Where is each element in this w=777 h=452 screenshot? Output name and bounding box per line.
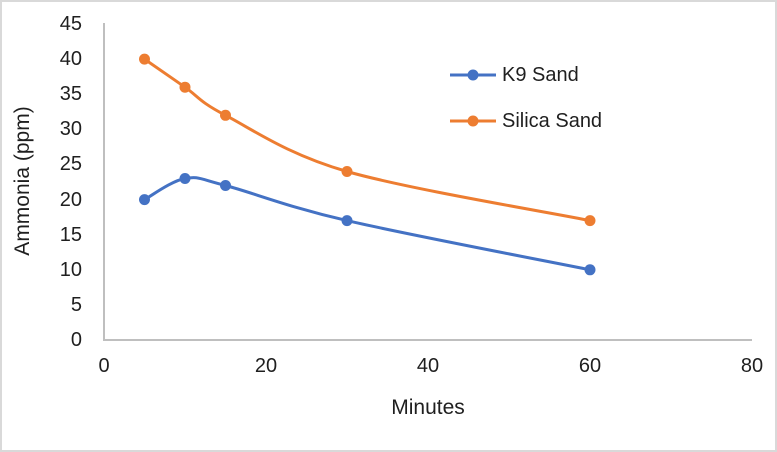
y-tick-label: 45 bbox=[59, 13, 82, 35]
legend-item-k9-sand[interactable]: K9 Sand bbox=[450, 61, 579, 89]
x-tick-label: 60 bbox=[578, 355, 602, 377]
legend-marker-icon bbox=[450, 115, 496, 127]
data-point-silica-sand bbox=[139, 53, 150, 65]
y-tick-label: 20 bbox=[59, 188, 82, 211]
data-point-k9-sand bbox=[220, 180, 231, 191]
data-point-k9-sand bbox=[341, 215, 353, 227]
y-tick-label: 25 bbox=[59, 153, 82, 176]
data-point-silica-sand bbox=[341, 166, 353, 177]
y-tick-label: 5 bbox=[70, 293, 82, 316]
y-tick-label: 40 bbox=[59, 48, 82, 71]
y-tick-label: 35 bbox=[59, 83, 82, 106]
x-axis-title: Minutes bbox=[391, 396, 465, 419]
y-axis-title: Ammonia (ppm) bbox=[11, 106, 34, 256]
data-point-silica-sand bbox=[584, 215, 596, 227]
y-tick-label: 15 bbox=[59, 223, 82, 246]
data-point-k9-sand bbox=[139, 194, 150, 206]
y-tick-label: 30 bbox=[59, 118, 82, 141]
x-tick-label: 40 bbox=[416, 355, 440, 377]
series-line-k9-sand bbox=[143, 176, 592, 272]
data-point-k9-sand bbox=[584, 264, 596, 276]
legend-marker-icon bbox=[450, 69, 496, 81]
legend-item-silica-sand[interactable]: Silica Sand bbox=[450, 107, 602, 135]
y-tick-label: 10 bbox=[59, 258, 82, 281]
legend-label: Silica Sand bbox=[502, 109, 603, 132]
legend-label: K9 Sand bbox=[502, 63, 579, 86]
x-tick-label: 80 bbox=[740, 355, 764, 377]
x-tick-label: 0 bbox=[98, 355, 110, 377]
x-tick-label: 20 bbox=[254, 355, 278, 377]
data-point-k9-sand bbox=[179, 173, 191, 184]
data-point-silica-sand bbox=[179, 81, 191, 93]
data-point-silica-sand bbox=[220, 109, 231, 121]
y-tick-label: 0 bbox=[70, 329, 82, 351]
